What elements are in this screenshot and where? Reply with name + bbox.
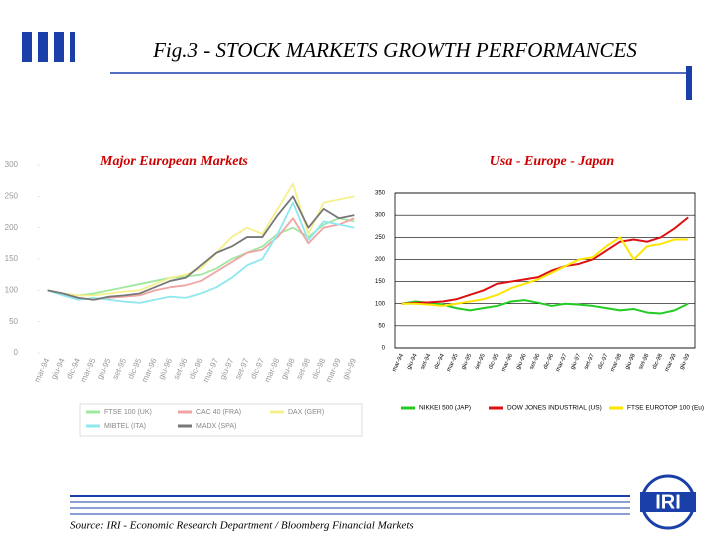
- y-tick-label: 0: [382, 346, 386, 352]
- legend-label: MIBTEL (ITA): [104, 423, 146, 430]
- x-tick-label: mar-94: [392, 352, 406, 372]
- series-line: [47, 217, 355, 301]
- series-line: [47, 201, 355, 304]
- legend-box: [79, 403, 363, 437]
- y-tick-label: 50: [378, 323, 385, 329]
- x-tick-label: set-94: [420, 352, 433, 370]
- x-tick-label: giu-96: [515, 352, 528, 370]
- series-line: [401, 216, 689, 305]
- logo-text: IRI: [655, 491, 681, 513]
- x-tick-label: giu-97: [570, 352, 583, 370]
- legend-label: NIKKEI 500 (JAP): [419, 405, 471, 412]
- plot-frame: [394, 192, 696, 349]
- chart-title: Major European Markets: [99, 154, 248, 169]
- y-tick-label: 50: [9, 317, 18, 326]
- y-tick-label: 300: [375, 213, 386, 219]
- title-rule-end: [686, 66, 692, 100]
- legend-label: FTSE 100 (UK): [104, 409, 152, 416]
- y-tick-label: 0: [14, 348, 19, 357]
- legend-label: FTSE EUROTOP 100 (Eu): [627, 405, 704, 412]
- x-tick-label: set-95: [474, 352, 487, 370]
- x-tick-label: mar-97: [555, 352, 569, 372]
- series-line: [401, 299, 689, 315]
- legend-label: DAX (GER): [288, 409, 324, 416]
- series-line: [47, 195, 355, 301]
- x-tick-label: mar-96: [501, 352, 515, 372]
- x-tick-label: dic-96: [543, 352, 556, 370]
- y-tick-label: 150: [5, 254, 19, 263]
- x-tick-label: mar-95: [446, 352, 460, 372]
- legend-label: CAC 40 (FRA): [196, 409, 241, 416]
- legend-label: MADX (SPA): [196, 423, 236, 430]
- y-tick-label: 250: [5, 191, 19, 200]
- y-tick-label: 250: [375, 235, 386, 241]
- iri-logo: IRI: [640, 474, 696, 530]
- x-tick-label: set-97: [583, 352, 596, 370]
- y-tick-label: 150: [375, 279, 386, 285]
- series-line: [401, 236, 689, 307]
- y-tick-label: 100: [5, 285, 19, 294]
- x-tick-label: set-98: [638, 352, 651, 370]
- x-tick-label: giu-99: [340, 356, 358, 380]
- y-tick-label: 200: [5, 223, 19, 232]
- x-tick-label: mar-98: [610, 352, 624, 372]
- logo-bars: [22, 32, 75, 62]
- series-line: [47, 217, 355, 297]
- x-tick-label: giu-94: [406, 352, 419, 370]
- x-tick-label: dic-97: [597, 352, 610, 370]
- legend-label: DOW JONES INDUSTRIAL (US): [507, 405, 602, 412]
- x-tick-label: set-96: [529, 352, 542, 370]
- x-tick-label: dic-95: [488, 352, 501, 370]
- x-tick-label: dic-94: [434, 352, 447, 370]
- x-tick-label: mar-94: [33, 356, 52, 383]
- slide-title: Fig.3 - STOCK MARKETS GROWTH PERFORMANCE…: [152, 38, 637, 62]
- x-tick-label: giu-95: [461, 352, 474, 370]
- bottom-rules: [70, 495, 630, 515]
- x-tick-label: giu-99: [679, 352, 692, 370]
- y-tick-label: 100: [375, 301, 386, 307]
- x-tick-label: giu-98: [624, 352, 637, 370]
- y-tick-label: 350: [375, 191, 386, 197]
- x-tick-label: mar-99: [664, 352, 678, 372]
- source-note: Source: IRI - Economic Research Departme…: [70, 520, 414, 532]
- x-tick-label: dic-98: [652, 352, 665, 370]
- y-tick-label: 200: [375, 257, 386, 263]
- chart-title: Usa - Europe - Japan: [490, 154, 615, 169]
- y-tick-label: 300: [5, 160, 19, 169]
